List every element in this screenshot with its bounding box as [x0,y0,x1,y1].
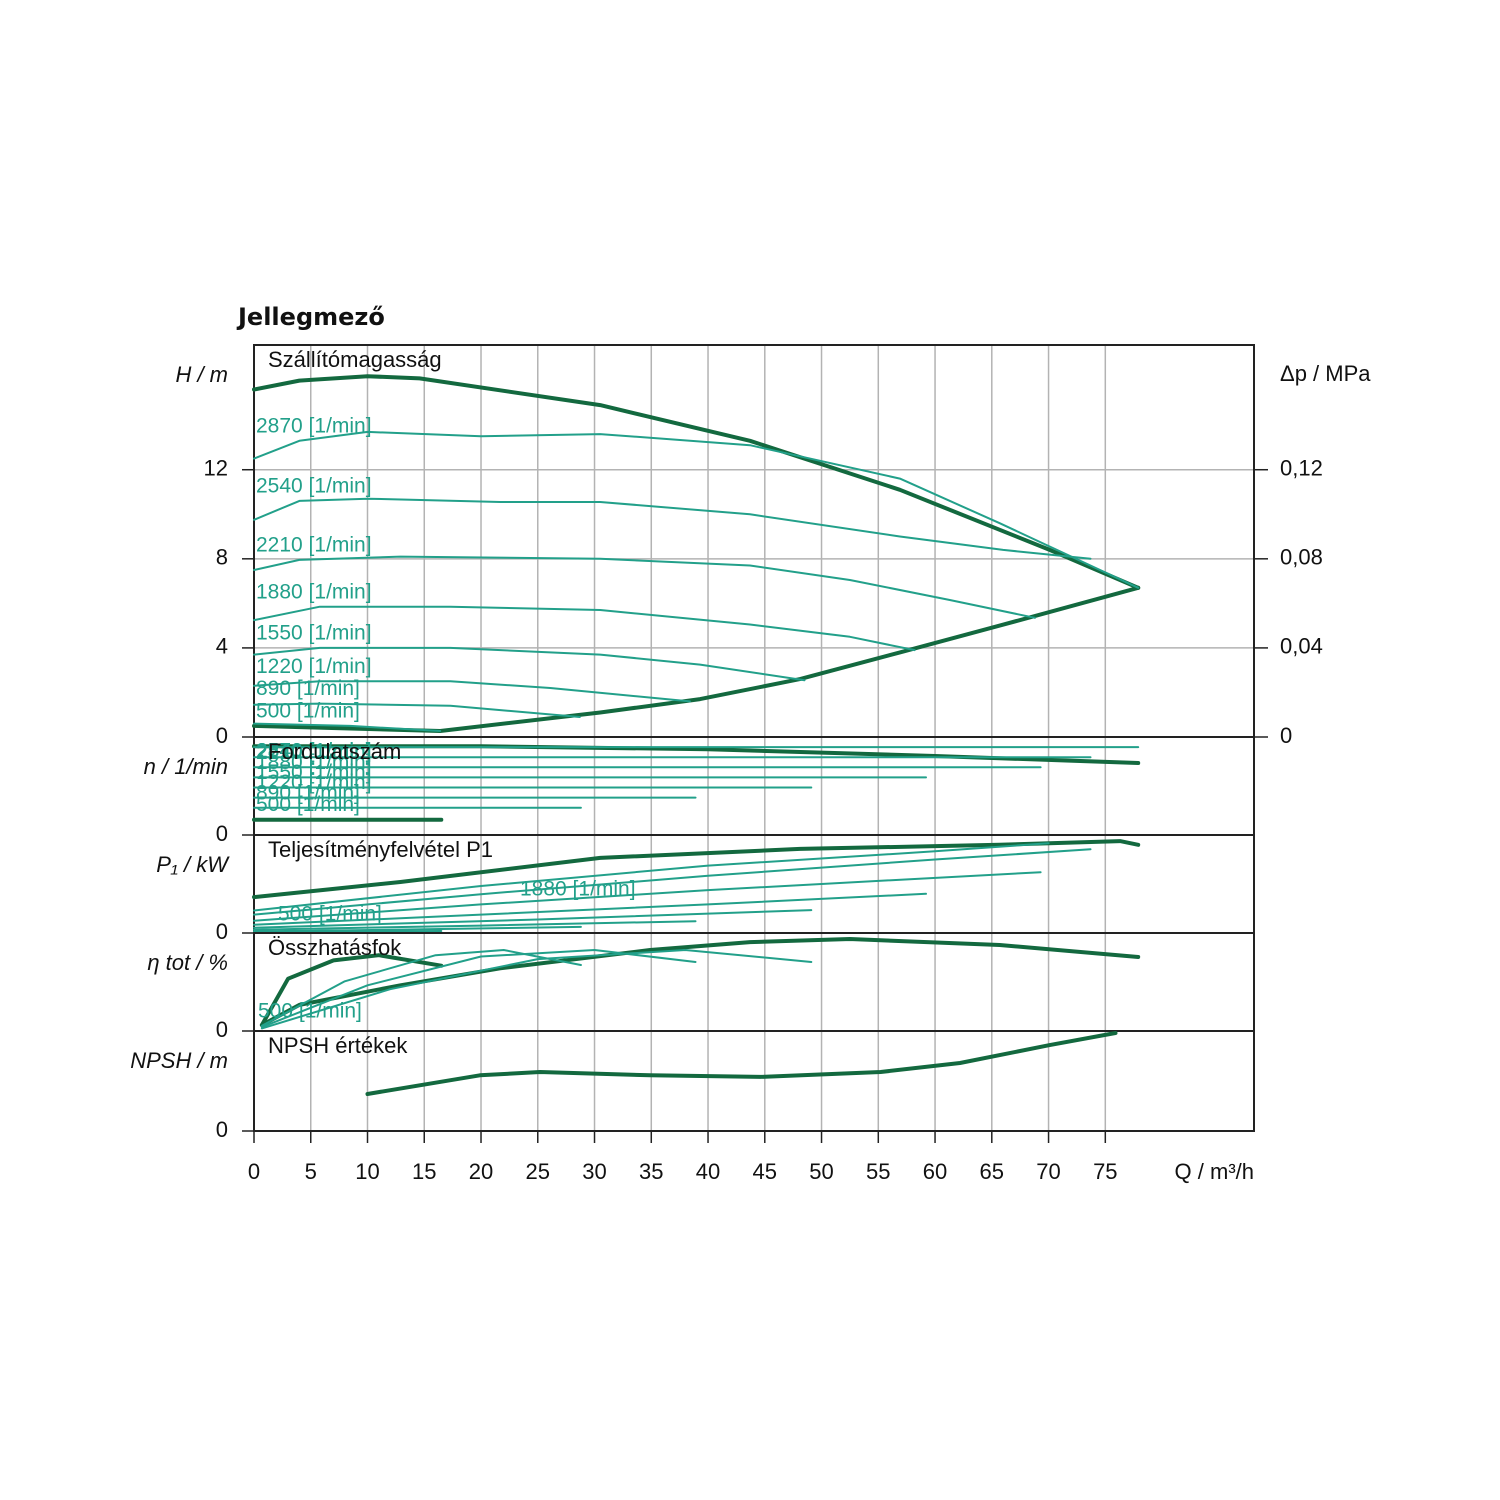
x-tick-label: 5 [305,1159,317,1184]
panel-title: Teljesítményfelvétel P1 [268,837,493,862]
x-tick-label: 0 [248,1159,260,1184]
y-axis-label: n / 1/min [144,754,228,779]
y2-axis-label: Δp / MPa [1280,361,1371,386]
x-tick-label: 40 [696,1159,720,1184]
y2-tick-label: 0,12 [1280,456,1323,481]
x-tick-label: 15 [412,1159,436,1184]
curve [260,949,582,1027]
curve-label: 2870 [1/min] [256,414,372,437]
curve-label: 2210 [1/min] [256,741,372,764]
curve [253,925,582,933]
curve [253,497,1092,560]
curve-label: 500 [1/min] [256,793,360,816]
curve [253,430,1140,589]
curve [260,949,813,1030]
x-tick-label: 35 [639,1159,663,1184]
x-tick-label: 55 [866,1159,890,1184]
panel-title: Összhatásfok [268,935,402,960]
y-tick-label: 0 [216,723,228,748]
curve [253,680,691,703]
y2-tick-label: 0,08 [1280,545,1323,570]
y-axis-label: NPSH / m [130,1048,228,1073]
x-axis-label: Q / m³/h [1175,1159,1254,1184]
curve-label: 890 [1/min] [256,677,360,700]
x-tick-label: 70 [1036,1159,1060,1184]
curve [365,1031,1118,1096]
y-axis-label: H / m [175,362,228,387]
y-tick-label: 8 [216,545,228,570]
y-tick-label: 0 [216,1117,228,1142]
curve [253,605,916,652]
curve [253,702,581,718]
y-tick-label: 0 [216,919,228,944]
panel-title: NPSH értékek [268,1033,408,1058]
curve-label: 1220 [1/min] [256,655,372,678]
curve-label: 1220 [1/min] [256,771,372,794]
curve [253,646,806,682]
x-tick-label: 10 [355,1159,379,1184]
curve-label: 1880 [1/min] [520,878,636,901]
curve [253,842,1050,912]
curve-label: 500 [1/min] [256,699,360,722]
curve-label: 500 [1/min] [278,903,382,926]
y-tick-label: 4 [216,634,228,659]
curve [253,871,1042,922]
panel-title: Fordulatszám [268,739,401,764]
curve [253,892,927,926]
chart-title: Jellegmező [236,303,385,331]
y2-tick-label: 0,04 [1280,634,1323,659]
curve [252,839,1141,900]
curve-label: 1550 [1/min] [256,761,372,784]
x-tick-label: 75 [1093,1159,1117,1184]
curve-label: 2540 [1/min] [256,740,372,763]
y-tick-label: 12 [204,456,228,481]
curve [253,909,813,929]
curve-label: 2210 [1/min] [256,533,372,556]
curve-label: 1880 [1/min] [256,580,372,603]
x-tick-label: 50 [809,1159,833,1184]
curve [253,722,442,732]
curve [259,953,444,1027]
curve [252,374,1141,590]
curve-label: 890 [1/min] [256,781,360,804]
curve [253,848,1092,916]
panel-title: Szállítómagasság [268,347,442,372]
panel-frame [253,932,1255,1032]
y-axis-label: η tot / % [147,950,228,975]
curve [253,555,1036,619]
x-tick-label: 30 [582,1159,606,1184]
x-tick-label: 65 [980,1159,1004,1184]
panel-frame [253,344,1255,738]
x-tick-label: 45 [753,1159,777,1184]
curve [253,920,697,931]
curve-label: 1550 [1/min] [256,621,372,644]
x-tick-label: 20 [469,1159,493,1184]
y-tick-label: 0 [216,821,228,846]
curve-label: 2540 [1/min] [256,474,372,497]
x-tick-label: 25 [526,1159,550,1184]
y-axis-label: P₁ / kW [156,852,230,877]
y2-tick-label: 0 [1280,723,1292,748]
curve-label: 1880 [1/min] [256,751,372,774]
y-tick-label: 0 [216,1017,228,1042]
curve [252,585,1141,733]
x-tick-label: 60 [923,1159,947,1184]
panel-frame [253,1030,1255,1132]
